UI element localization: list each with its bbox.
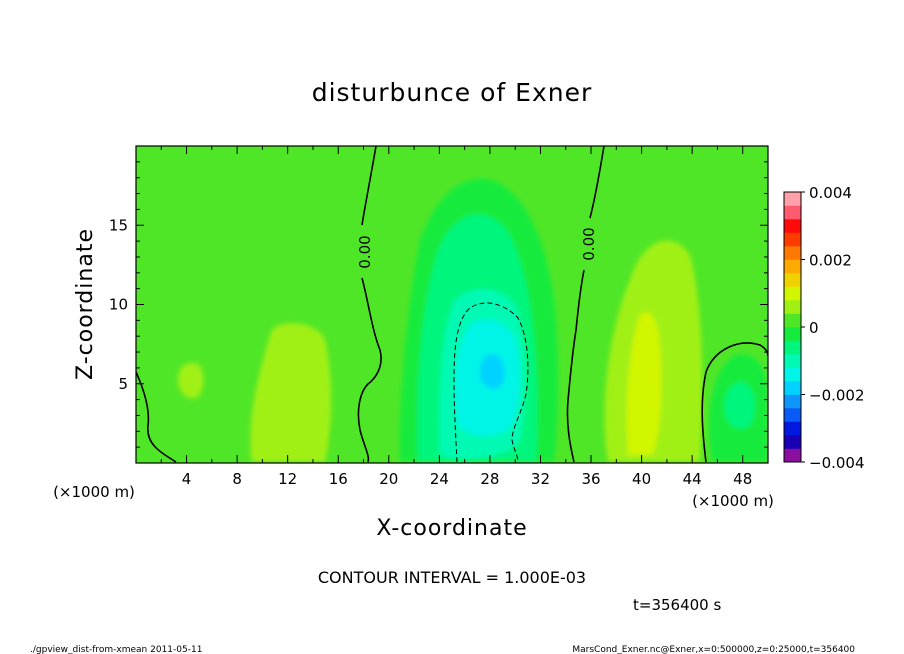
colorbar-segment: [784, 354, 801, 368]
y-tick-label: 10: [109, 296, 128, 314]
colorbar-segment: [784, 300, 801, 314]
x-tick-label: 32: [531, 470, 550, 488]
colorbar-tick-label: −0.002: [809, 387, 865, 405]
y-tick-label: 5: [118, 375, 128, 393]
colorbar-segment: [784, 219, 801, 233]
x-tick-label: 16: [329, 470, 348, 488]
footer-right: MarsCond_Exner.nc@Exner,x=0:500000,z=0:2…: [572, 645, 855, 654]
colorbar-segment: [784, 273, 801, 287]
colorbar-segment: [784, 448, 801, 463]
time-stamp: t=356400 s: [633, 596, 721, 614]
x-tick-label: 44: [683, 470, 702, 488]
colorbar-segment: [784, 286, 801, 301]
x-tick-label: 8: [232, 470, 242, 488]
colorbar-ticks: 0.004 0.002 0 −0.002 −0.004: [801, 184, 865, 472]
contour-label-0: 0.00: [356, 235, 374, 268]
colorbar-segment: [784, 246, 801, 260]
colorbar: [783, 191, 802, 463]
x-tick-label: 48: [733, 470, 752, 488]
x-tick-label: 40: [632, 470, 651, 488]
contour-zero-x36: [566, 146, 605, 463]
y-axis-unit: (×1000 m): [53, 483, 135, 501]
contour-negative-dashed: [453, 302, 529, 463]
region-max-3km: [178, 362, 204, 399]
x-axis-unit: (×1000 m): [692, 492, 774, 510]
y-tick-label: 15: [109, 216, 128, 234]
contour-zero-right: [701, 342, 768, 463]
region-max-40km-inner: [626, 311, 662, 455]
colorbar-segment: [784, 313, 801, 328]
colorbar-segment: [784, 259, 801, 274]
x-tick-label: 20: [379, 470, 398, 488]
x-tick-label: 36: [581, 470, 600, 488]
colorbar-segment: [784, 192, 801, 206]
region-min-center: [479, 354, 505, 389]
colorbar-tick-label: 0: [809, 319, 819, 337]
footer-left: ./gpview_dist-from-xmean 2011-05-11: [30, 645, 202, 654]
x-tick-label: 28: [480, 470, 499, 488]
region-min-right-inner: [724, 382, 755, 429]
plot-area: [136, 146, 768, 463]
x-axis-label: X-coordinate: [376, 516, 527, 541]
colorbar-segment: [784, 367, 801, 382]
y-axis-ticks: 5 10 15: [109, 161, 768, 448]
colorbar-segment: [784, 232, 801, 247]
colorbar-segment: [784, 381, 801, 395]
contour-label-1: 0.00: [580, 227, 598, 260]
colorbar-segment: [784, 408, 801, 422]
colorbar-segment: [784, 327, 801, 341]
colorbar-segment: [784, 205, 801, 220]
x-axis-ticks: 4 8 12 16 20 24 28 32 36 40 44 48: [160, 146, 752, 488]
x-tick-label: 12: [278, 470, 297, 488]
contour-interval-text: CONTOUR INTERVAL = 1.000E-03: [318, 568, 586, 587]
region-max-12km: [250, 323, 332, 462]
x-tick-label: 4: [182, 470, 192, 488]
colorbar-segment: [784, 340, 801, 355]
colorbar-segment: [784, 421, 801, 436]
colorbar-segment: [784, 394, 801, 409]
y-axis-label: Z-coordinate: [73, 228, 98, 380]
chart-title: disturbunce of Exner: [312, 78, 593, 107]
colorbar-tick-label: −0.004: [809, 454, 865, 472]
colorbar-tick-label: 0.002: [809, 252, 852, 270]
contour-zero-x18: [357, 146, 382, 463]
colorbar-segment: [784, 435, 801, 449]
x-tick-label: 24: [430, 470, 449, 488]
colorbar-tick-label: 0.004: [809, 184, 852, 202]
contour-zero-left-edge: [136, 371, 177, 463]
